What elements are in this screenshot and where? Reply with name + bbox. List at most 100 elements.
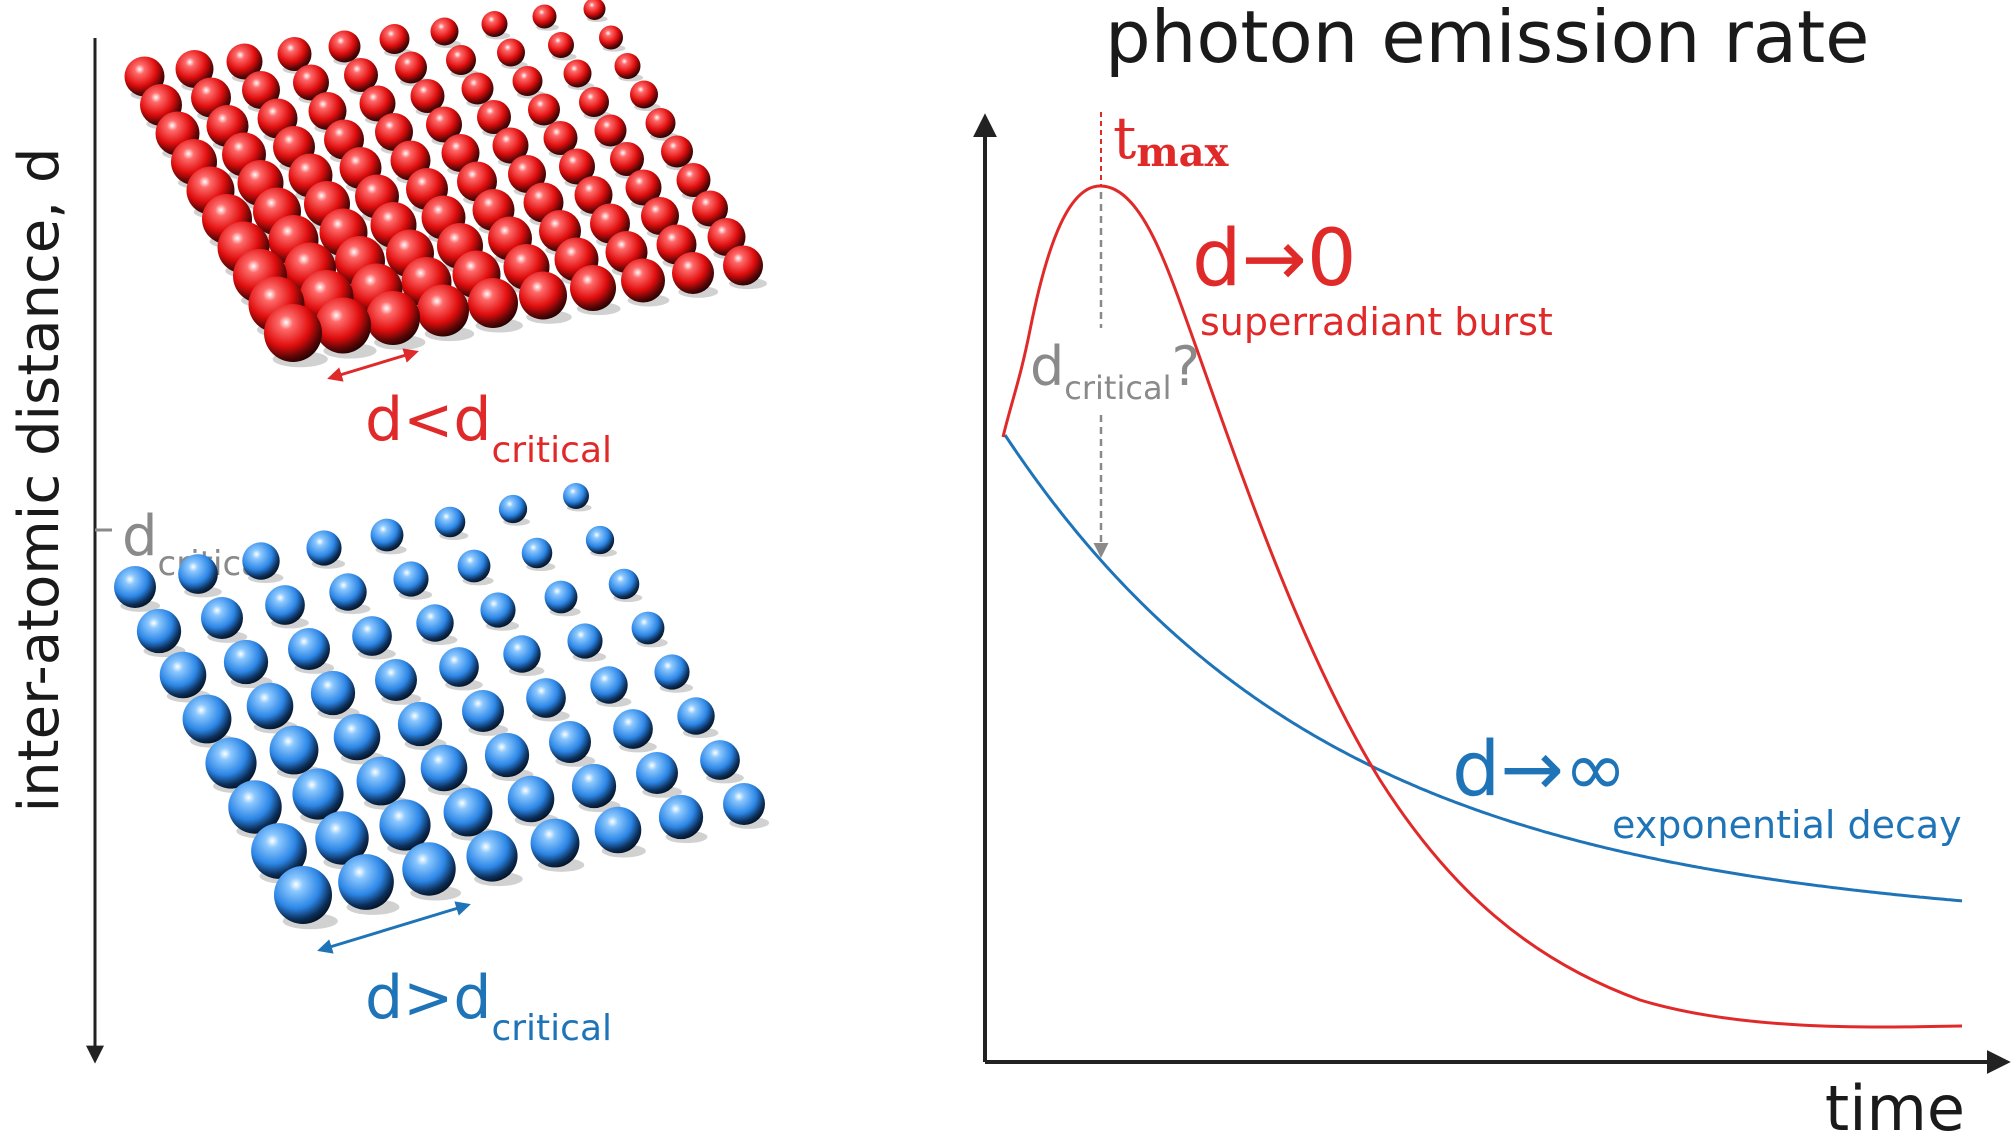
atom-sphere <box>519 271 567 320</box>
atom-sphere <box>614 53 641 79</box>
atom-sphere <box>594 806 642 854</box>
atom-sphere <box>375 113 413 151</box>
dcritical-question-label: dcritical? <box>1030 335 1200 407</box>
atom-sphere <box>468 278 518 328</box>
atom-sphere <box>370 518 404 552</box>
atom-sphere <box>492 127 529 164</box>
atom-sphere <box>723 245 763 286</box>
atom-sphere <box>178 554 218 594</box>
atom-sphere <box>563 483 589 509</box>
atom-sphere <box>352 616 392 656</box>
atom-sphere <box>457 549 491 583</box>
atom-sphere <box>462 690 504 732</box>
atom-sphere <box>645 108 676 138</box>
atom-sphere <box>175 50 214 88</box>
atom-sphere <box>549 721 591 763</box>
atom-sphere <box>329 573 367 611</box>
red-lattice-label: d<dcritical <box>365 385 612 471</box>
atom-sphere <box>608 568 640 600</box>
atom-sphere <box>402 842 456 896</box>
atom-sphere <box>571 763 617 809</box>
atom-sphere <box>579 87 609 117</box>
atom-sphere <box>631 611 665 645</box>
chart-axes <box>973 113 2011 1074</box>
atom-sphere <box>590 666 628 704</box>
atom-sphere <box>692 190 728 227</box>
atom-sphere <box>585 525 615 555</box>
atom-sphere <box>274 866 332 924</box>
atom-sphere <box>277 37 312 71</box>
atom-sphere <box>159 651 207 699</box>
x-axis-label: time <box>1825 1072 1965 1139</box>
atom-sphere <box>530 818 580 868</box>
chart-title: photon emission rate <box>1105 0 1869 79</box>
atom-sphere <box>426 106 462 143</box>
atom-sphere <box>201 597 243 639</box>
atom-sphere <box>559 148 595 185</box>
atom-sphere <box>136 608 182 654</box>
atom-sphere <box>625 169 662 206</box>
atom-sphere <box>182 694 232 744</box>
red-spacing-arrow <box>327 348 419 382</box>
atom-sphere <box>484 732 530 778</box>
atom-sphere <box>574 176 613 214</box>
atom-sphere <box>333 713 381 761</box>
atom-sphere <box>379 799 431 851</box>
atom-sphere <box>528 93 560 126</box>
atom-sphere <box>416 604 454 642</box>
atom-sphere <box>228 780 282 834</box>
atom-sphere <box>292 768 344 820</box>
atom-sphere <box>498 494 528 524</box>
atom-sphere <box>641 197 679 235</box>
atom-sphere <box>366 291 420 345</box>
atom-sphere <box>246 682 294 730</box>
atom-sphere <box>610 142 644 176</box>
atom-sphere <box>532 4 557 29</box>
atom-sphere <box>636 752 678 794</box>
atom-sphere <box>430 17 459 46</box>
atom-sphere <box>676 163 711 197</box>
series-line-exponential-decay <box>1003 434 1963 903</box>
atom-sphere <box>359 85 396 122</box>
atom-sphere <box>526 678 566 718</box>
atom-sphere <box>512 66 543 96</box>
atom-sphere <box>567 623 603 659</box>
atom-sphere <box>544 580 578 614</box>
atom-sphere <box>288 628 330 670</box>
atom-sphere <box>315 297 371 354</box>
atom-sphere <box>397 701 443 747</box>
red-curve-sublabel: superradiant burst <box>1200 300 1553 344</box>
atom-sphere <box>477 100 511 134</box>
atom-sphere <box>630 80 658 109</box>
atom-sphere <box>395 51 427 84</box>
atom-sphere <box>594 114 627 147</box>
blue-lattice-label: d>dcritical <box>365 963 612 1049</box>
atom-sphere <box>613 709 653 749</box>
atom-sphere <box>114 566 156 608</box>
blue-spacing-arrow <box>317 901 471 954</box>
atom-sphere <box>443 787 493 837</box>
atom-sphere <box>563 59 592 88</box>
atom-sphere <box>507 775 555 823</box>
atom-sphere <box>308 92 347 130</box>
red-curve-label: d→0 <box>1192 214 1357 304</box>
atom-sphere <box>417 284 469 337</box>
series-line-superradiant-burst <box>1001 184 1963 1029</box>
atom-sphere <box>293 64 329 101</box>
atom-sphere <box>251 823 307 879</box>
atom-sphere <box>481 11 508 37</box>
atom-sphere <box>658 794 704 840</box>
distance-axis <box>86 38 112 1064</box>
atom-sphere <box>466 830 518 882</box>
atom-sphere <box>434 506 466 538</box>
atom-sphere <box>242 542 280 580</box>
atom-sphere <box>223 639 269 685</box>
atom-sphere <box>503 635 541 673</box>
blue-curve-sublabel: exponential decay <box>1612 803 1962 847</box>
atom-sphere <box>480 592 516 628</box>
atom-sphere <box>338 854 394 910</box>
tmax-label: tmax <box>1113 104 1230 176</box>
atom-sphere <box>269 725 319 775</box>
atom-sphere <box>310 670 356 716</box>
atom-sphere <box>723 783 765 825</box>
